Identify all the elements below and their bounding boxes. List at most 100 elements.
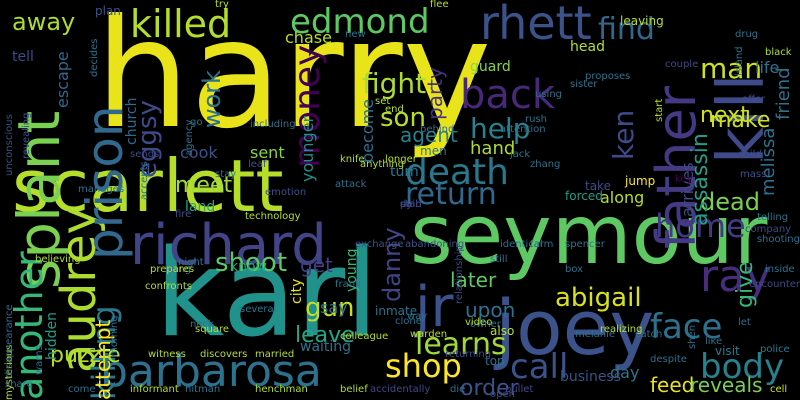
word-night: night xyxy=(178,257,204,268)
word-dy: dy xyxy=(400,199,413,210)
word-shooting: shooting xyxy=(756,234,800,245)
word-catch: catch xyxy=(635,329,663,340)
word-couple: couple xyxy=(665,59,699,70)
word-richard: richard xyxy=(130,213,327,278)
word-witness: witness xyxy=(148,349,186,360)
word-younger: younger xyxy=(298,116,317,183)
word-barbarosa: barbarosa xyxy=(100,346,322,397)
word-several: several xyxy=(240,304,277,315)
word-unconscious: unconscious xyxy=(4,114,15,176)
word-offer: offer xyxy=(742,94,766,105)
word-business: business xyxy=(560,369,622,385)
word-along: along xyxy=(600,188,645,207)
word-try: try xyxy=(215,0,229,10)
word-start: start xyxy=(654,98,665,122)
word-accepts: accepts xyxy=(139,161,150,200)
word-visit: visit xyxy=(715,344,740,358)
word-morning: morning xyxy=(109,315,120,357)
word-manages: manages xyxy=(78,184,125,195)
word-shop: shop xyxy=(385,347,462,385)
word-melissa: melissa xyxy=(758,127,779,196)
word-escape: escape xyxy=(53,50,72,108)
word-order: order xyxy=(460,376,519,400)
word-belief: belief xyxy=(340,384,368,395)
word-puzzle: puzzle xyxy=(50,343,121,368)
word-way: way xyxy=(407,311,428,322)
word-hand: hand xyxy=(470,138,516,159)
word-another: another xyxy=(7,250,51,400)
word-head: head xyxy=(570,39,605,55)
word-son: son xyxy=(380,103,426,133)
word-plan: plan xyxy=(95,4,121,18)
word-frank: frank xyxy=(335,279,361,290)
word-men: men xyxy=(420,144,447,158)
word-telling: telling xyxy=(757,212,789,223)
word-cell: cell xyxy=(770,384,788,395)
word-decides: decides xyxy=(89,38,100,78)
word-informant: informant xyxy=(130,384,179,395)
word-police: police xyxy=(760,344,790,355)
word-behind: behind xyxy=(420,124,455,135)
word-take: take xyxy=(585,179,611,193)
word-fight: fight xyxy=(362,67,427,100)
word-emotion: emotion xyxy=(265,187,307,198)
word-top: top xyxy=(485,354,505,368)
word-joey: joey xyxy=(495,283,655,372)
word-sent: sent xyxy=(250,143,285,162)
word-jack: jack xyxy=(510,149,531,160)
word-city: city xyxy=(289,278,305,304)
word-believing: believing xyxy=(35,254,81,265)
word-become: become xyxy=(358,98,377,163)
word-stab: stab xyxy=(400,199,422,210)
word-bullet: bullet xyxy=(505,384,534,395)
word-chase: chase xyxy=(285,28,332,47)
word-jump: jump xyxy=(625,174,656,188)
word-melanie: melanie xyxy=(575,329,616,340)
word-inmate: inmate xyxy=(375,304,418,318)
word-ken: ken xyxy=(607,110,640,161)
word-know: know xyxy=(230,259,267,275)
word-fire: fire xyxy=(175,209,192,220)
word-relationship: relationship xyxy=(454,245,465,304)
word-end: end xyxy=(385,104,404,115)
word-technology: technology xyxy=(245,211,301,222)
word-body: body xyxy=(700,347,785,387)
word-black: black xyxy=(765,47,792,58)
word-pain: pain xyxy=(400,199,422,210)
word-attention: attention xyxy=(500,124,546,135)
word-longer: longer xyxy=(385,154,417,165)
word-box: box xyxy=(565,264,584,275)
word-confronts: confronts xyxy=(145,281,192,292)
word-prison: prison xyxy=(76,105,134,260)
word-henchman: henchman xyxy=(255,384,308,395)
word-key: key xyxy=(675,174,693,185)
word-leaving: leaving xyxy=(620,14,664,28)
word-life: life xyxy=(755,58,780,77)
word-realizing: realizing xyxy=(600,324,643,335)
word-death: death xyxy=(405,152,509,193)
word-hitman: hitman xyxy=(185,384,221,395)
word-attack: attack xyxy=(335,179,367,190)
word-karl: karl xyxy=(155,225,379,364)
word-also: also xyxy=(490,324,515,338)
word-sister: sister xyxy=(570,79,598,90)
word-home: home xyxy=(655,207,746,245)
word-work: work xyxy=(198,69,226,128)
word-come: come xyxy=(68,384,96,395)
word-waiting: waiting xyxy=(300,339,352,355)
word-hidden: hidden xyxy=(44,312,60,361)
word-killed: killed xyxy=(130,2,232,46)
word-return: return xyxy=(405,177,497,212)
word-bring: bring xyxy=(165,264,191,275)
word-disappearance: disappearance xyxy=(4,304,15,378)
word-guard: guard xyxy=(470,59,511,75)
word-child: child xyxy=(738,149,762,160)
word-returning: returning xyxy=(445,349,492,360)
word-spencer: spencer xyxy=(565,239,605,250)
word-say: say xyxy=(320,298,348,317)
word-inside: inside xyxy=(765,264,795,275)
word-face: face xyxy=(650,307,723,347)
word-man: man xyxy=(700,52,763,85)
word-die: die xyxy=(450,384,466,395)
word-ray: ray xyxy=(700,251,772,302)
